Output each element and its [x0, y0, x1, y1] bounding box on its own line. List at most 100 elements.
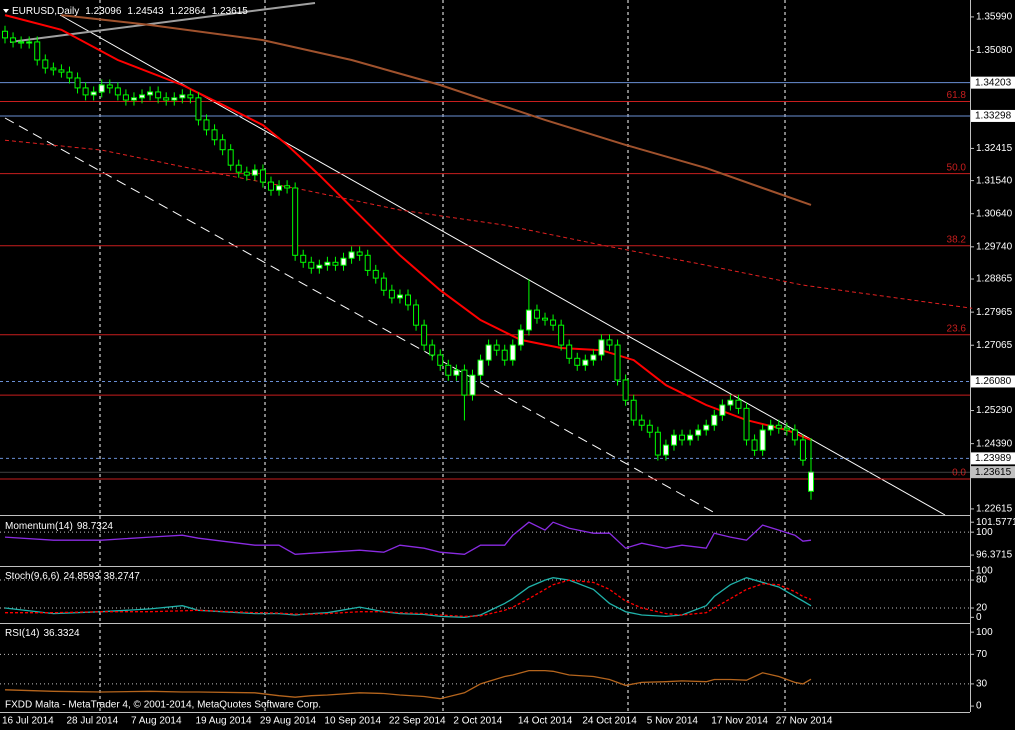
candle-body — [727, 399, 734, 406]
candle-body — [163, 97, 170, 101]
candle-body — [364, 254, 371, 271]
candle-body — [582, 359, 589, 366]
candle-body — [662, 444, 669, 456]
y-tick-label: 30 — [976, 679, 988, 690]
chart-header: EURUSD,Daily 1.23096 1.24543 1.22864 1.23615 — [12, 6, 248, 17]
candle-body — [90, 91, 97, 96]
trend-channel — [4, 117, 716, 514]
y-tick-label: 1.29740 — [976, 241, 1013, 252]
candle-body — [388, 289, 395, 299]
panel-header: Momentum(14) 98.7324 — [5, 521, 113, 532]
candle-body — [477, 359, 484, 376]
y-tick-label: 100 — [976, 627, 993, 638]
y-tick-label: 1.24390 — [976, 438, 1013, 449]
candle-body — [10, 37, 17, 43]
panel-header: RSI(14) 36.3324 — [5, 628, 80, 639]
candle-body — [566, 344, 573, 359]
chart-title: EURUSD,Daily — [12, 6, 79, 17]
y-tick-label: 1.31540 — [976, 175, 1013, 186]
y-tick-label: 1.32415 — [976, 143, 1013, 154]
candle-body — [251, 169, 258, 176]
candle-body — [211, 129, 218, 141]
candle-body — [501, 349, 508, 361]
candle-body — [614, 344, 621, 381]
candle-body — [558, 324, 565, 346]
x-tick-label: 2 Oct 2014 — [453, 716, 502, 727]
candle-body — [348, 251, 355, 259]
candle-body — [396, 294, 403, 299]
candle-body — [292, 187, 299, 256]
candle-body — [767, 424, 774, 431]
price-label: 1.33298 — [975, 111, 1012, 122]
candle-body — [525, 309, 532, 331]
candle-body — [574, 357, 581, 366]
candle-body — [654, 431, 661, 456]
candle-body — [276, 185, 283, 191]
candle-body — [743, 407, 750, 441]
candle-body — [179, 94, 186, 99]
candle-body — [783, 427, 790, 431]
candle-body — [517, 329, 524, 346]
y-tick-label: 20 — [976, 603, 988, 614]
indicator-line — [4, 521, 812, 555]
y-tick-label: 101.5771 — [976, 517, 1015, 528]
panel-title: Stoch(9,6,6) — [5, 571, 59, 582]
y-tick-label: 80 — [976, 575, 988, 586]
price-label-box — [971, 452, 1015, 465]
fib-label: 0.0 — [952, 468, 966, 479]
candle-body — [26, 41, 33, 44]
candle-body — [219, 139, 226, 151]
indicator-line — [4, 669, 812, 700]
y-tick-label: 100 — [976, 527, 993, 538]
panel-title: RSI(14) — [5, 628, 39, 639]
candle-body — [719, 404, 726, 416]
candle-body — [300, 254, 307, 263]
candle-body — [405, 294, 411, 306]
candle-body — [679, 434, 686, 441]
candle-body — [356, 251, 363, 256]
candle-body — [227, 149, 234, 166]
candle-body — [18, 41, 25, 44]
candle-body — [735, 399, 742, 409]
candle-body — [114, 87, 121, 96]
price-label: 1.34203 — [975, 77, 1012, 88]
current-price-box — [971, 466, 1015, 479]
candle-body — [590, 354, 597, 361]
header-marker — [3, 9, 9, 13]
x-tick-label: 28 Jul 2014 — [66, 716, 118, 727]
candle-body — [203, 119, 210, 131]
candle-body — [50, 67, 57, 71]
candle-body — [58, 69, 65, 73]
candle-body — [171, 97, 178, 101]
price-label-box — [971, 375, 1015, 388]
y-tick-label: 96.3715 — [976, 550, 1013, 561]
panel-value: 24.8593 — [63, 571, 100, 582]
candle-body — [791, 429, 798, 441]
fib-label: 50.0 — [947, 162, 967, 173]
candle-body — [340, 257, 347, 266]
candle-body — [493, 344, 500, 351]
x-tick-label: 19 Aug 2014 — [195, 716, 252, 727]
candle-body — [235, 164, 242, 173]
candle-body — [759, 429, 766, 451]
candle-body — [429, 344, 436, 356]
candle-body — [195, 97, 202, 121]
candle-body — [98, 84, 105, 93]
y-tick-label: 0 — [976, 612, 982, 623]
candle-body — [259, 169, 266, 183]
candle-body — [308, 261, 315, 269]
candle-body — [267, 181, 274, 191]
panel-title: Momentum(14) — [5, 521, 73, 532]
y-tick-label: 100 — [976, 565, 993, 576]
candle-body — [106, 84, 113, 89]
candle-body — [670, 434, 677, 446]
y-tick-label: 0 — [976, 701, 982, 712]
y-tick-label: 1.35990 — [976, 12, 1013, 23]
y-tick-label: 1.35080 — [976, 45, 1013, 56]
candle-body — [2, 30, 8, 39]
candle-body — [139, 94, 146, 99]
x-tick-label: 7 Aug 2014 — [131, 716, 182, 727]
